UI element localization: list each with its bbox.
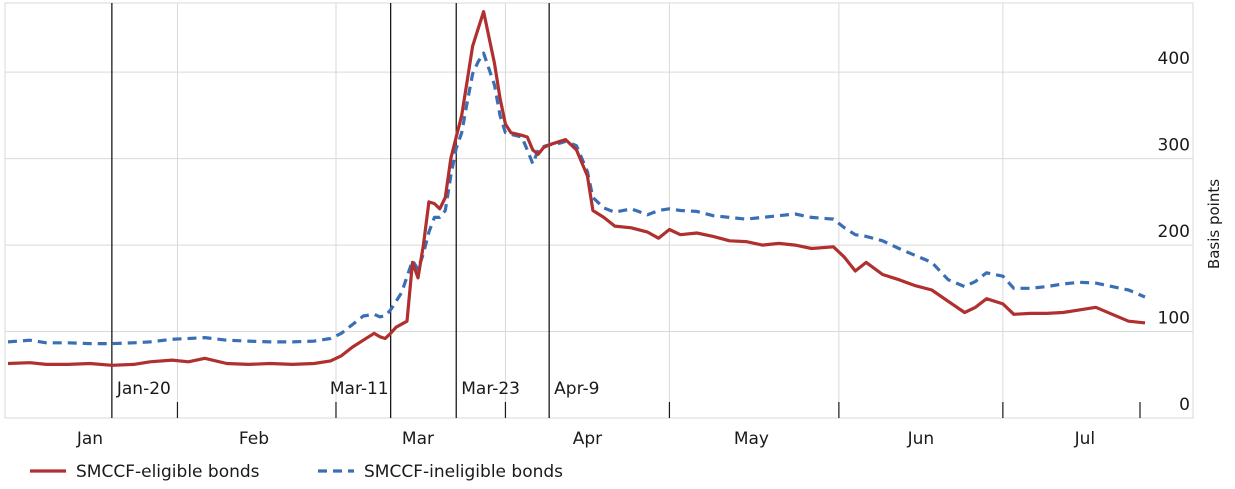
x-tick-label: Feb xyxy=(239,429,269,449)
legend-label: SMCCF-ineligible bonds xyxy=(364,462,563,482)
y-tick-label: 200 xyxy=(1158,222,1190,242)
x-tick-label: May xyxy=(734,429,769,449)
y-tick-label: 100 xyxy=(1158,309,1190,329)
plot-border xyxy=(4,2,1194,419)
event-label: Mar-23 xyxy=(461,379,520,399)
y-axis-ticks: 0 100 200 300 400 xyxy=(1158,49,1190,415)
x-tick-label: Apr xyxy=(573,429,602,449)
series-lines xyxy=(7,10,1146,367)
legend-label: SMCCF-eligible bonds xyxy=(76,462,260,482)
legend: SMCCF-eligible bonds SMCCF-ineligible bon… xyxy=(30,462,563,482)
y-tick-label: 300 xyxy=(1158,136,1190,156)
x-tick-label: Jul xyxy=(1074,429,1096,449)
event-label: Apr-9 xyxy=(554,379,599,399)
x-axis: Jan Feb Mar Apr May Jun Jul xyxy=(76,402,1141,449)
event-label: Mar-11 xyxy=(330,379,389,399)
y-tick-label: 400 xyxy=(1158,49,1190,69)
event-label: Jan-20 xyxy=(116,379,171,399)
series-line xyxy=(7,10,1146,367)
event-lines: Jan-20 Mar-11 Mar-23 Apr-9 xyxy=(111,3,599,418)
grid xyxy=(4,2,1194,419)
y-tick-label: 0 xyxy=(1179,395,1190,415)
x-tick-label: Jan xyxy=(76,429,103,449)
x-tick-label: Jun xyxy=(907,429,935,449)
x-tick-label: Mar xyxy=(402,429,434,449)
series-line xyxy=(7,51,1146,346)
y-axis-label: Basis points xyxy=(1205,179,1223,269)
